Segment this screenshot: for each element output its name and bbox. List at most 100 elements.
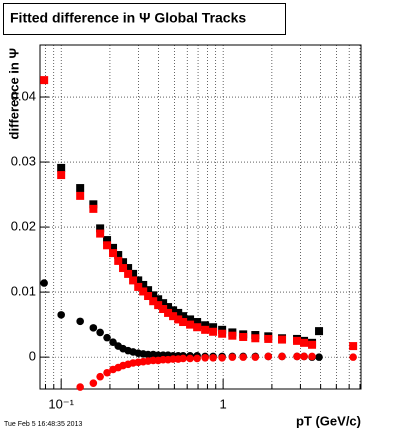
marker (114, 251, 123, 260)
marker (228, 331, 237, 340)
y-tick-label: 0.04 (11, 88, 36, 103)
marker (109, 338, 117, 346)
y-axis-label: difference in Ψ (6, 48, 21, 139)
marker (174, 315, 183, 324)
plot-frame (39, 44, 362, 390)
marker (179, 318, 188, 327)
marker (164, 308, 173, 317)
marker (119, 264, 128, 273)
y-tick-label: 0 (29, 349, 36, 364)
marker (349, 353, 357, 361)
marker (315, 327, 324, 336)
marker (186, 354, 194, 363)
marker (124, 269, 133, 278)
marker (159, 305, 168, 314)
marker (124, 264, 133, 273)
marker (139, 280, 148, 289)
marker (103, 333, 111, 342)
marker (40, 279, 48, 287)
marker (169, 312, 178, 321)
marker (96, 328, 104, 337)
y-tick-label: 0.03 (11, 153, 36, 168)
marker (114, 256, 123, 265)
marker (89, 379, 98, 387)
marker (186, 315, 195, 324)
x-tick-label: 1 (220, 396, 227, 411)
marker (300, 352, 308, 361)
marker (109, 243, 118, 252)
marker (278, 352, 286, 361)
marker (308, 340, 317, 349)
marker (193, 323, 202, 332)
marker (159, 299, 168, 308)
y-tick-label: 0.02 (11, 219, 36, 234)
timestamp: Tue Feb 5 16:48:35 2013 (4, 421, 82, 428)
marker (251, 334, 260, 343)
marker (308, 352, 316, 361)
marker (251, 353, 260, 361)
marker (149, 297, 158, 306)
marker (144, 286, 153, 295)
marker (293, 352, 301, 361)
marker (193, 354, 201, 363)
marker (186, 320, 195, 329)
marker (218, 353, 226, 362)
marker (264, 334, 273, 343)
marker (57, 171, 66, 180)
marker (149, 291, 158, 300)
marker (134, 276, 143, 285)
marker (89, 200, 98, 209)
marker (179, 354, 187, 363)
marker (209, 353, 217, 362)
marker (103, 241, 112, 250)
marker (76, 317, 84, 326)
marker (209, 323, 218, 332)
marker (103, 368, 111, 377)
marker (57, 163, 66, 172)
chart-title: Fitted difference in Ψ Global Tracks (10, 10, 246, 26)
marker (76, 184, 85, 193)
marker (264, 352, 273, 361)
x-axis-label: pT (GeV/c) (296, 413, 361, 428)
marker (89, 324, 98, 332)
marker (193, 318, 202, 327)
marker (40, 76, 49, 85)
marker (278, 335, 287, 344)
marker (315, 353, 323, 361)
marker (218, 329, 227, 338)
marker (129, 276, 138, 285)
marker (169, 306, 178, 315)
marker (154, 295, 163, 304)
marker (129, 269, 138, 278)
marker (209, 327, 218, 336)
marker (239, 332, 248, 341)
marker (134, 282, 143, 291)
marker (201, 325, 210, 334)
marker (201, 321, 210, 330)
marker (300, 338, 309, 347)
marker (201, 353, 209, 362)
marker (57, 311, 65, 319)
marker (96, 372, 104, 381)
marker (154, 301, 163, 310)
marker (174, 308, 183, 317)
marker (109, 249, 118, 258)
marker (89, 204, 98, 213)
marker (144, 292, 153, 301)
marker (293, 336, 302, 345)
marker (239, 353, 247, 361)
marker (103, 236, 112, 245)
marker (349, 342, 358, 351)
y-tick-label: 0.01 (11, 284, 36, 299)
marker (164, 303, 173, 312)
marker (179, 312, 188, 321)
x-tick-label: 10⁻¹ (48, 396, 74, 411)
marker (228, 353, 237, 361)
marker (76, 191, 85, 200)
title-box (3, 3, 286, 35)
marker (96, 229, 105, 238)
marker (76, 383, 84, 391)
marker (139, 287, 148, 296)
